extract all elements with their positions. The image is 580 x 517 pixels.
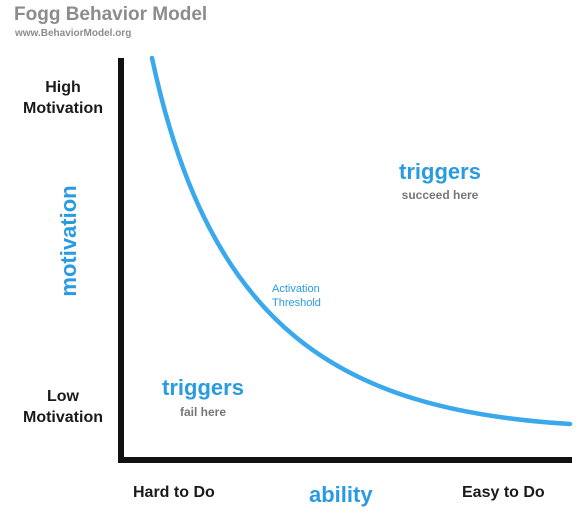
low-motivation-label: Low Motivation xyxy=(8,386,118,428)
high-motivation-label: High Motivation xyxy=(8,77,118,119)
activation-threshold-line1: Activation xyxy=(272,283,320,295)
triggers-succeed-subtitle: succeed here xyxy=(401,188,479,202)
triggers-succeed-title: triggers xyxy=(399,159,481,184)
website-link[interactable]: www.BehaviorModel.org xyxy=(15,28,132,39)
motivation-axis-title: motivation xyxy=(56,185,81,297)
high-motivation-line1: High xyxy=(45,79,81,96)
ability-axis-title: ability xyxy=(309,482,373,507)
activation-threshold-curve xyxy=(149,55,573,427)
low-motivation-line1: Low xyxy=(47,388,79,405)
hard-to-do-label: Hard to Do xyxy=(133,484,215,501)
page-title: Fogg Behavior Model xyxy=(14,4,208,25)
activation-threshold-label: Activation Threshold xyxy=(272,282,321,310)
activation-threshold-line2: Threshold xyxy=(272,297,321,309)
triggers-fail-title: triggers xyxy=(162,375,244,400)
easy-to-do-label: Easy to Do xyxy=(462,484,545,501)
triggers-fail-subtitle: fail here xyxy=(179,405,227,419)
low-motivation-line2: Motivation xyxy=(23,409,103,426)
high-motivation-line2: Motivation xyxy=(23,100,103,117)
